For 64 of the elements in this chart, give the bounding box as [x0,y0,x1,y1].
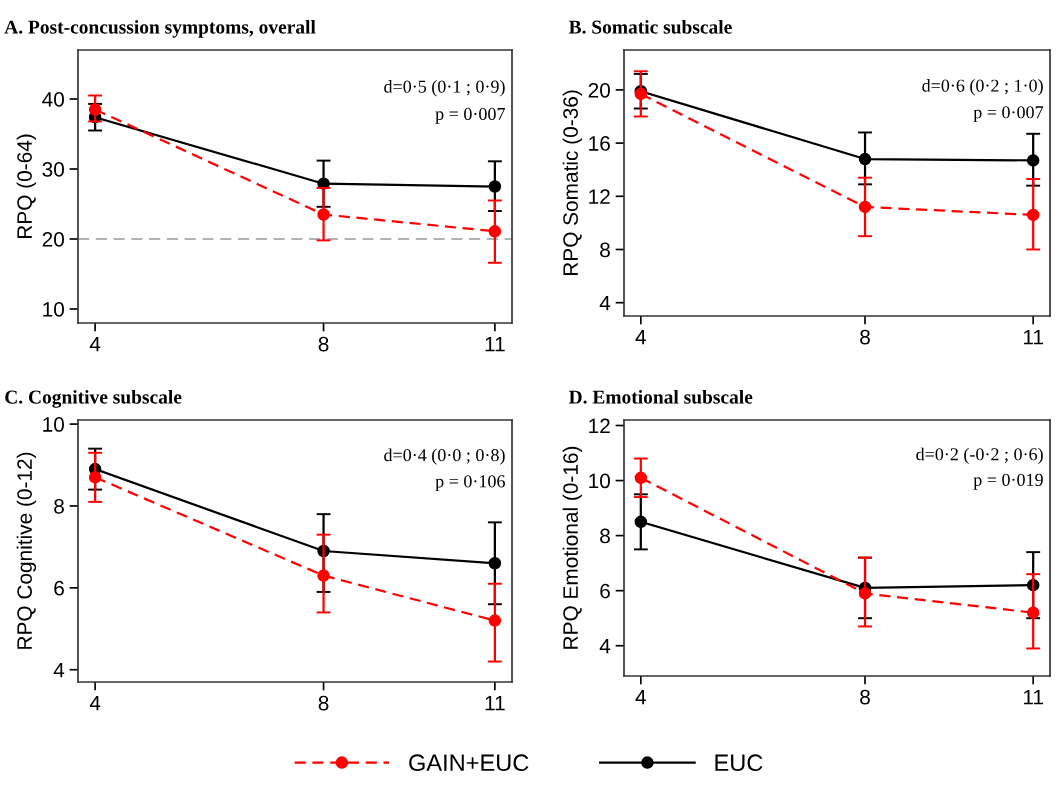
y-tick-label: 8 [54,498,64,514]
point [88,103,102,116]
x-tick-label: 4 [635,689,646,705]
point [634,471,648,485]
x-tick-label: 4 [89,336,101,352]
chart-title: B. Somatic subscale [568,20,732,34]
x-tick-label: 4 [635,329,646,345]
annotation: p = 0·106 [435,475,505,492]
chart-title: D. Emotional subscale [568,390,753,404]
y-tick-label: 12 [589,418,610,434]
point [488,614,502,627]
x-tick-label: 8 [860,689,870,705]
legend-label: EUC [715,754,763,772]
y-tick-label: 10 [43,417,64,432]
point [88,471,102,484]
point [488,225,502,238]
chart-title: C. Cognitive subscale [5,390,182,408]
point [634,515,648,529]
legend-label: GAIN+EUC [409,754,529,772]
point [1026,606,1040,619]
point [488,180,502,193]
point [858,152,872,166]
y-tick-label: 6 [54,580,64,596]
y-tick-label: 4 [599,638,611,654]
annotation: p = 0·007 [973,106,1044,123]
point [858,587,872,600]
point [1026,154,1040,167]
y-tick-label: 12 [589,189,610,204]
y-tick-label: 8 [600,242,610,258]
y-axis-title: RPQ Cognitive (0-12) [16,452,37,649]
x-tick-label: 8 [860,329,870,345]
point [317,208,330,221]
y-tick-label: 8 [600,528,610,544]
y-axis-title: RPQ Emotional (0-16) [562,446,583,649]
annotation: p = 0·019 [973,473,1043,490]
point [488,557,502,570]
x-tick-label: 11 [485,695,505,711]
x-tick-label: 11 [1023,329,1043,345]
y-tick-label: 40 [42,92,64,107]
y-tick-label: 30 [42,162,64,177]
y-axis-title: RPQ (0-64) [16,134,37,239]
y-tick-label: 16 [589,136,610,151]
annotation: d=0·6 (0·2 ; 1·0) [922,79,1043,96]
x-tick-label: 11 [1023,689,1043,705]
x-tick-label: 4 [89,695,101,711]
x-tick-label: 11 [485,336,505,352]
annotation: d=0·4 (0·0 ; 0·8) [384,448,505,465]
annotation: d=0·2 (-0·2 ; 0·6) [916,447,1043,465]
x-tick-label: 8 [318,695,329,711]
y-tick-label: 10 [589,473,610,489]
y-tick-label: 4 [599,295,611,311]
point [317,569,330,582]
y-tick-label: 6 [600,583,610,599]
y-tick-label: 20 [42,232,64,247]
annotation: d=0·5 (0·1 ; 0·9) [384,80,505,97]
y-tick-label: 4 [53,662,65,678]
x-tick-label: 8 [318,336,329,352]
point [858,200,872,214]
y-tick-label: 20 [588,82,610,98]
y-axis-title: RPQ Somatic (0-36) [562,90,583,276]
chart-title: A. Post-concussion symptoms, overall [4,20,316,38]
point [1026,208,1040,222]
y-tick-label: 10 [43,302,64,317]
annotation: p = 0·007 [435,107,505,124]
